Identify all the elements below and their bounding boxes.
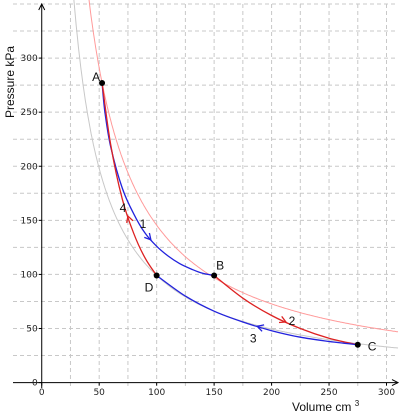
y-tick-label: 100 [21, 270, 38, 280]
x-tick-label: 150 [206, 388, 223, 398]
x-axis-title-superscript: 3 [355, 399, 360, 408]
state-point-D [153, 272, 160, 279]
x-tick-label: 200 [263, 388, 280, 398]
series-lines: 1 2 3 4 [101, 82, 358, 346]
series-label-1: 1 [140, 217, 147, 231]
x-axis-title: Volume cm 3 [292, 399, 360, 414]
x-tick-label: 250 [320, 388, 337, 398]
y-tick-label: 250 [21, 108, 38, 118]
x-tick-label: 300 [378, 388, 395, 398]
y-tick-label: 0 [32, 379, 38, 389]
state-point-C [354, 341, 361, 348]
state-point-label-A: A [92, 70, 100, 84]
state-point-B [211, 272, 218, 279]
series-label-3: 3 [250, 331, 257, 345]
x-tick-label: 50 [93, 388, 105, 398]
axes: 0 50 100 150 200 250 300 0 50 100 150 200 250 300 [13, 2, 400, 398]
y-axis-title: Pressure kPa [3, 46, 17, 118]
y-axis-arrow [38, 2, 46, 11]
y-tick-label: 50 [26, 325, 38, 335]
state-point-label-D: D [145, 281, 154, 295]
series-arrow-3 [255, 324, 265, 332]
state-point-A [99, 79, 106, 86]
y-tick-label: 200 [21, 162, 38, 172]
x-axis-arrow [391, 379, 400, 387]
grid [13, 3, 398, 388]
series-arrow-4 [126, 214, 134, 224]
state-point-label-C: C [368, 340, 377, 354]
series-arrow-2 [278, 316, 288, 324]
series-label-2: 2 [289, 314, 296, 328]
state-point-label-B: B [216, 259, 224, 273]
data-points: A B C D [92, 70, 377, 354]
x-tick-label: 0 [39, 388, 45, 398]
series-path-3 [156, 274, 358, 346]
x-tick-label: 100 [148, 388, 165, 398]
y-tick-label: 150 [21, 216, 38, 226]
reference-curve-2 [73, 0, 399, 349]
x-axis-title-text: Volume cm [292, 400, 351, 414]
reference-curve-1 [88, 0, 399, 333]
series-arrow-1 [144, 232, 152, 241]
y-tick-label: 300 [21, 54, 38, 64]
reference-curves [73, 0, 399, 349]
series-label-4: 4 [120, 201, 127, 215]
